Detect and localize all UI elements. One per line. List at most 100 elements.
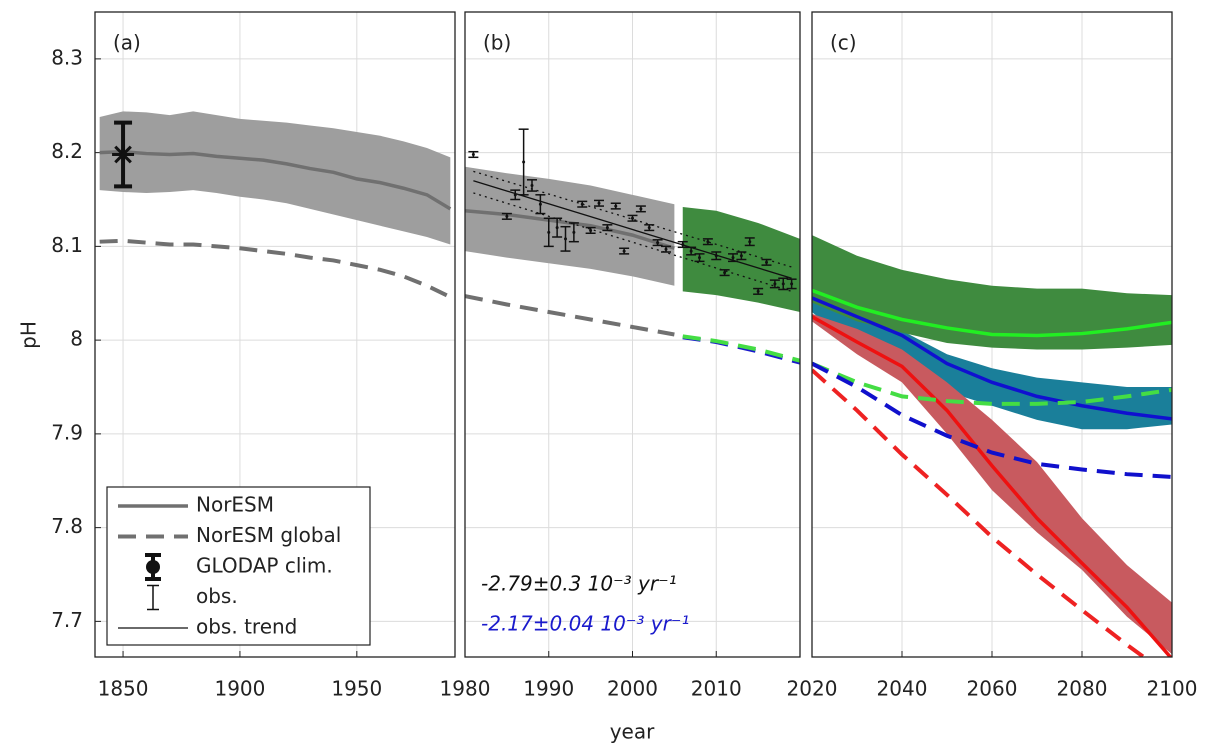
line xyxy=(99,238,452,299)
obs-dot xyxy=(555,226,559,230)
error-bar xyxy=(610,202,621,210)
error-bar xyxy=(112,120,135,189)
error-bar xyxy=(744,237,755,247)
error-bar xyxy=(619,247,630,255)
x-tick-label: 1850 xyxy=(98,677,149,701)
obs-dot xyxy=(756,289,760,293)
x-tick-label: 1900 xyxy=(214,677,265,701)
line xyxy=(473,170,792,268)
error-bar xyxy=(585,226,596,234)
line xyxy=(465,294,675,337)
obs-dot xyxy=(572,230,576,234)
line xyxy=(812,296,1172,421)
panel-frame xyxy=(811,11,1173,658)
obs-dot xyxy=(631,216,634,220)
x-tick-label: 2000 xyxy=(607,677,658,701)
legend-label: GLODAP clim. xyxy=(196,554,333,578)
y-tick-label: 7.8 xyxy=(51,514,83,538)
plot-area xyxy=(99,111,452,299)
legend-label: obs. trend xyxy=(196,615,297,639)
obs-dot xyxy=(656,241,660,245)
obs-dot xyxy=(530,183,534,187)
line xyxy=(682,335,800,365)
error-bar xyxy=(577,200,588,208)
panel-label: (b) xyxy=(483,31,511,55)
obs-dot xyxy=(698,256,701,260)
panel-frame xyxy=(464,11,801,658)
line xyxy=(473,180,792,279)
obs-dot xyxy=(597,201,601,205)
legend-label: NorESM global xyxy=(196,523,341,547)
obs-dot xyxy=(538,202,542,206)
legend: NorESM NorESM global GLODAP clim. obs. obs. … xyxy=(106,486,371,646)
y-tick-label: 8 xyxy=(70,327,83,351)
error-bar xyxy=(468,150,479,159)
y-tick-label: 8.3 xyxy=(51,45,83,69)
error-bar xyxy=(552,217,563,238)
obs-dot xyxy=(547,230,551,234)
obs-dot xyxy=(790,282,794,286)
obs-dot xyxy=(739,254,743,258)
line xyxy=(812,361,1172,479)
obs-dot xyxy=(731,256,735,260)
obs-dot xyxy=(505,214,509,218)
asterisk-stroke xyxy=(114,145,132,164)
error-bar xyxy=(753,287,764,295)
line xyxy=(812,368,1148,657)
x-tick-label: 2040 xyxy=(877,677,928,701)
legend-label: NorESM xyxy=(196,493,274,517)
obs-dot xyxy=(589,228,593,232)
line xyxy=(473,192,792,292)
error-bar xyxy=(518,128,529,196)
error-bar xyxy=(501,212,512,220)
obs-dot xyxy=(622,249,626,253)
error-bar xyxy=(568,222,579,243)
x-tick-label: 2020 xyxy=(787,677,838,701)
error-bar xyxy=(736,251,747,261)
y-axis-label: pH xyxy=(17,321,41,349)
obs-dot xyxy=(564,237,567,241)
y-tick-label: 8.2 xyxy=(51,139,83,163)
obs-dot xyxy=(706,240,710,244)
obs-dot xyxy=(765,260,768,264)
obs-dot xyxy=(748,240,752,244)
annotation: -2.79±0.3 10⁻³ yr⁻¹ xyxy=(481,572,677,596)
panel-label: (c) xyxy=(830,31,857,55)
plot-area xyxy=(465,128,800,365)
x-tick-label: 1990 xyxy=(523,677,574,701)
x-axis-label: year xyxy=(610,720,655,744)
error-bar xyxy=(594,199,604,207)
obs-dot xyxy=(639,207,643,211)
error-bar xyxy=(535,194,546,215)
error-bar xyxy=(761,258,772,266)
x-tick-label: 2010 xyxy=(691,677,742,701)
legend-swatch xyxy=(146,560,160,574)
obs-dot xyxy=(522,160,526,164)
band xyxy=(99,111,451,245)
error-bar xyxy=(786,278,797,290)
panel-frame xyxy=(94,11,456,658)
line xyxy=(812,288,1172,338)
error-bar xyxy=(543,217,554,248)
error-bar xyxy=(652,239,663,247)
obs-dot xyxy=(614,204,618,208)
error-bar xyxy=(602,224,613,232)
line xyxy=(812,361,1172,406)
y-tick-label: 8.1 xyxy=(51,233,83,257)
line xyxy=(99,149,452,211)
line xyxy=(682,334,800,363)
legend-label: obs. xyxy=(196,584,238,608)
error-bar xyxy=(702,238,713,246)
obs-dot xyxy=(773,282,777,286)
x-tick-label: 1950 xyxy=(331,677,382,701)
obs-dot xyxy=(723,271,727,275)
band xyxy=(812,313,1172,655)
error-bar xyxy=(627,214,638,222)
x-tick-label: 2080 xyxy=(1057,677,1108,701)
obs-dot xyxy=(605,226,609,230)
error-bar xyxy=(728,253,738,263)
error-bar xyxy=(778,277,789,291)
band xyxy=(812,237,1172,430)
